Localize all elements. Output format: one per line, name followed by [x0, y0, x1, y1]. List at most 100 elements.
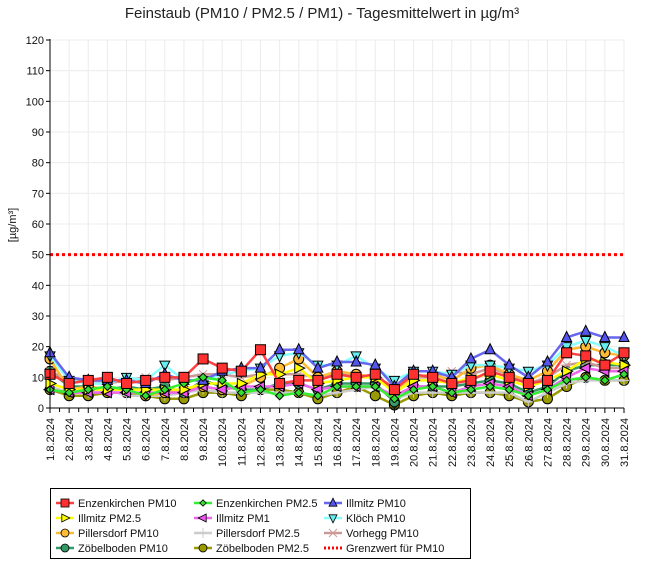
y-tick-label: 100 [26, 96, 44, 108]
x-tick-label: 17.8.2024 [351, 418, 363, 467]
data-point [503, 371, 515, 383]
x-tick-label: 20.8.2024 [409, 418, 421, 467]
x-tick-label: 2.8.2024 [64, 418, 76, 461]
legend-label: Pillersdorf PM2.5 [216, 528, 300, 540]
data-point [561, 375, 572, 386]
legend-item-vorhegg-pm10: Vorhegg PM10 [324, 528, 419, 540]
data-point [408, 368, 420, 380]
data-point [63, 377, 75, 389]
y-tick-label: 50 [32, 250, 44, 262]
x-tick-label: 21.8.2024 [428, 418, 440, 467]
grid [49, 39, 625, 409]
y-tick-label: 20 [32, 342, 44, 354]
data-point [254, 344, 266, 356]
y-tick-label: 80 [32, 158, 44, 170]
data-point [350, 371, 362, 383]
data-point [427, 371, 439, 383]
data-point [255, 384, 266, 395]
series-enzenkirchen-pm2-5 [45, 369, 629, 404]
legend-label: Pillersdorf PM10 [78, 528, 159, 540]
data-point [618, 347, 630, 359]
x-tick-label: 3.8.2024 [83, 418, 95, 461]
data-point [484, 342, 496, 355]
x-tick-label: 25.8.2024 [504, 418, 516, 467]
data-point [274, 377, 286, 389]
data-point [331, 354, 343, 367]
data-point [331, 368, 343, 380]
data-point [427, 381, 438, 392]
data-point [600, 375, 610, 386]
x-tick-label: 13.8.2024 [275, 418, 287, 467]
legend-label: Vorhegg PM10 [346, 528, 419, 540]
x-tick-label: 6.8.2024 [141, 418, 153, 461]
data-point [273, 342, 286, 355]
legend-swatch-marker [60, 528, 70, 538]
x-tick-label: 19.8.2024 [389, 418, 401, 467]
data-point [160, 384, 170, 395]
legend-swatch-marker [328, 497, 338, 507]
legend-label: Enzenkirchen PM10 [78, 498, 176, 510]
legend-item-z-belboden-pm10: Zöbelboden PM10 [56, 543, 168, 555]
data-point [578, 362, 591, 374]
legend-swatch-marker [198, 543, 208, 553]
data-point [465, 374, 477, 386]
data-point [159, 371, 171, 383]
x-tick-label: 1.8.2024 [45, 418, 57, 461]
y-tick-label: 120 [26, 35, 44, 47]
data-point [619, 359, 632, 371]
legend-item-z-belboden-pm2-5: Zöbelboden PM2.5 [194, 543, 309, 555]
x-tick-label: 7.8.2024 [160, 418, 172, 461]
data-point [465, 351, 477, 364]
x-tick-label: 15.8.2024 [313, 418, 325, 467]
legend-swatch-marker [328, 514, 338, 524]
data-point [579, 324, 592, 336]
data-point [562, 365, 574, 378]
data-point [197, 353, 209, 365]
axes: 0 10 20 30 40 50 60 70 80 90 100 110 120 1.8.2024 2.8.… [26, 35, 631, 467]
y-tick-label: 0 [38, 403, 44, 415]
data-point [408, 384, 419, 395]
legend-item-illmitz-pm1: Illmitz PM1 [194, 513, 270, 525]
legend: Enzenkirchen PM10 Enzenkirchen PM2.5 Illmi… [50, 488, 471, 559]
legend-label: Zöbelboden PM2.5 [216, 543, 309, 555]
data-point [236, 387, 247, 398]
data-point [64, 387, 74, 398]
data-point [216, 362, 228, 374]
data-point [560, 330, 573, 342]
data-point [254, 361, 267, 373]
data-point [294, 362, 306, 374]
data-point [369, 390, 381, 402]
data-point [312, 361, 324, 373]
legend-label: Zöbelboden PM10 [78, 543, 168, 555]
data-point [198, 372, 208, 383]
x-tick-label: 31.8.2024 [619, 418, 631, 467]
legend-swatch-marker [198, 528, 208, 538]
data-point [102, 381, 113, 392]
legend-swatch-marker [60, 543, 70, 553]
data-point [293, 374, 305, 386]
data-point [580, 350, 592, 362]
data-point [140, 374, 152, 386]
data-point [82, 374, 94, 386]
data-point [619, 369, 629, 379]
legend-item-illmitz-pm2-5: Illmitz PM2.5 [56, 513, 141, 525]
data-point [599, 342, 611, 354]
legend-item-enzenkirchen-pm10: Enzenkirchen PM10 [56, 498, 176, 510]
data-point [217, 375, 227, 386]
x-tick-label: 8.8.2024 [179, 418, 191, 461]
legend-item-pillersdorf-pm2-5: Pillersdorf PM2.5 [194, 528, 300, 540]
legend-swatch-marker [199, 499, 207, 507]
x-tick-label: 5.8.2024 [122, 418, 134, 461]
data-point [294, 387, 304, 398]
data-point [313, 391, 323, 401]
legend-swatch-marker [327, 528, 339, 538]
legend-label: Illmitz PM2.5 [78, 513, 141, 525]
data-point [370, 381, 380, 392]
data-point [351, 381, 361, 392]
x-tick-label: 30.8.2024 [600, 418, 612, 467]
y-axis-label: [µg/m³] [7, 208, 19, 242]
legend-label: Klöch PM10 [346, 513, 405, 525]
legend-swatch-marker [197, 513, 207, 523]
x-tick-label: 22.8.2024 [447, 418, 459, 467]
